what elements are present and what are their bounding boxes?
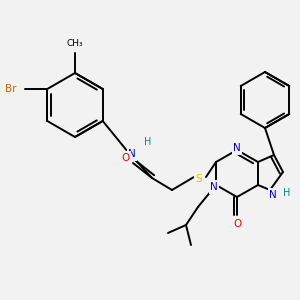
Text: CH₃: CH₃ <box>67 38 83 47</box>
Text: S: S <box>196 174 202 184</box>
Text: H: H <box>283 188 291 198</box>
Text: N: N <box>210 182 218 192</box>
Text: O: O <box>121 153 129 163</box>
Text: N: N <box>128 149 136 159</box>
Text: N: N <box>233 143 241 153</box>
Text: O: O <box>233 219 241 229</box>
Text: Br: Br <box>4 84 16 94</box>
Text: N: N <box>269 190 277 200</box>
Text: H: H <box>144 137 152 147</box>
